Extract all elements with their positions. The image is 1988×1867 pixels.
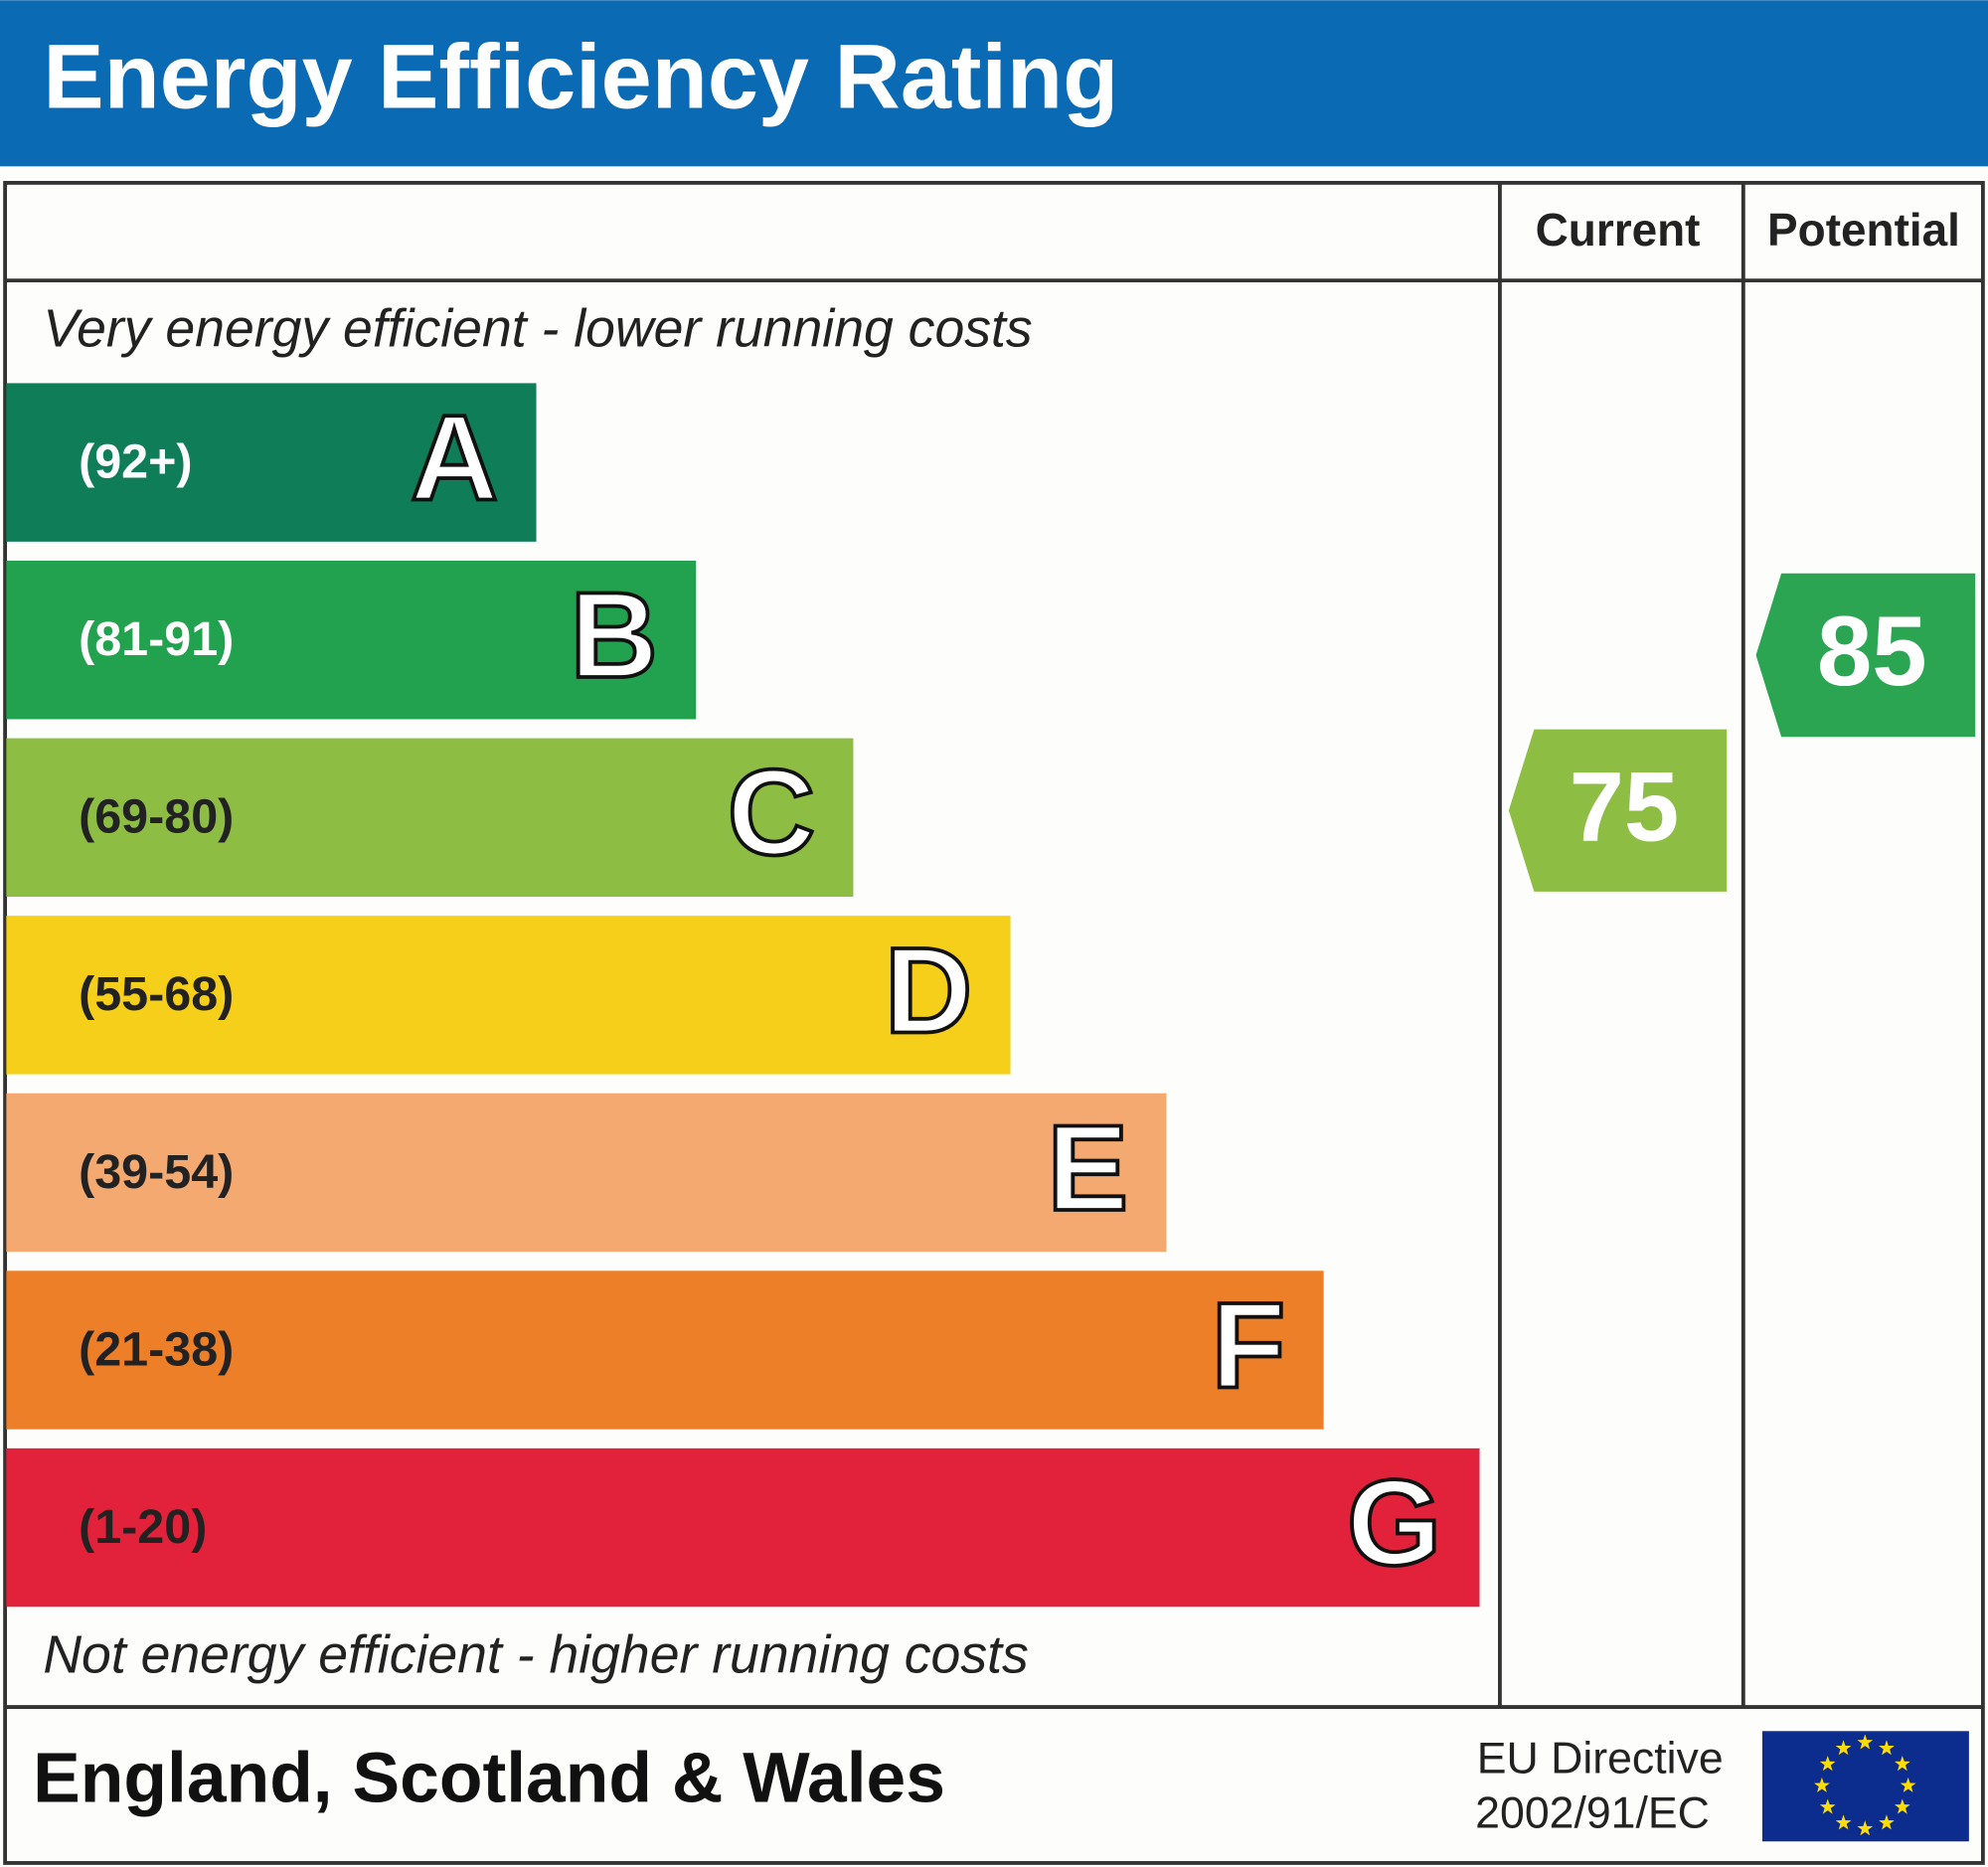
eu-star — [1819, 1756, 1836, 1772]
column-header: Potential — [1767, 204, 1960, 255]
bands: (92+) A (81-91) B (69-80) C (55-68) D (39-54) E (2… — [6, 383, 1480, 1608]
band-range: (55-68) — [79, 967, 234, 1021]
eu-star — [1857, 1820, 1874, 1836]
eu-star — [1879, 1740, 1895, 1756]
header-bar — [0, 0, 1988, 167]
band-range: (92+) — [79, 434, 192, 488]
band — [6, 1447, 1480, 1608]
band-range: (69-80) — [79, 790, 234, 844]
band-letter: G — [1347, 1454, 1441, 1591]
eu-star — [1879, 1814, 1895, 1830]
band-letter: F — [1212, 1276, 1286, 1413]
eu-stars — [1814, 1734, 1916, 1836]
band — [6, 1093, 1167, 1253]
eu-star — [1857, 1734, 1874, 1750]
column-header: Current — [1536, 204, 1701, 255]
rating-arrow — [1755, 573, 1976, 738]
rating-arrow — [1508, 729, 1728, 892]
eu-star — [1894, 1756, 1910, 1772]
rating-value: 75 — [1570, 752, 1680, 862]
band-range: (39-54) — [79, 1145, 234, 1199]
band-letter: E — [1048, 1100, 1129, 1236]
band-letter: A — [411, 390, 498, 526]
band-range: (1-20) — [79, 1500, 207, 1554]
band — [6, 738, 854, 898]
band-letter: C — [728, 745, 815, 881]
region: England, Scotland & Wales — [33, 1738, 945, 1817]
band — [6, 916, 1011, 1075]
band — [6, 383, 537, 542]
eu-star — [1900, 1777, 1916, 1792]
eu-star — [1835, 1814, 1852, 1830]
frame — [3, 180, 1985, 1865]
directive: EU Directive — [1477, 1735, 1724, 1783]
top-note: Very energy efficient - lower running co… — [43, 300, 1032, 359]
rating-value: 85 — [1817, 596, 1927, 707]
band-range: (81-91) — [79, 612, 234, 666]
eu-star — [1835, 1740, 1852, 1756]
directive: 2002/91/EC — [1475, 1789, 1710, 1838]
band — [6, 561, 697, 720]
bottom-note: Not energy efficient - higher running co… — [43, 1626, 1028, 1685]
ratings: 75 85 — [1508, 573, 1976, 892]
eu-star — [1819, 1798, 1836, 1814]
eu-star — [1894, 1798, 1910, 1814]
band-range: (21-38) — [79, 1322, 234, 1376]
band-letter: D — [885, 922, 972, 1058]
title: Energy Efficiency Rating — [43, 27, 1118, 128]
band — [6, 1271, 1324, 1430]
band-letter: B — [571, 567, 658, 703]
eu-star — [1814, 1777, 1830, 1792]
